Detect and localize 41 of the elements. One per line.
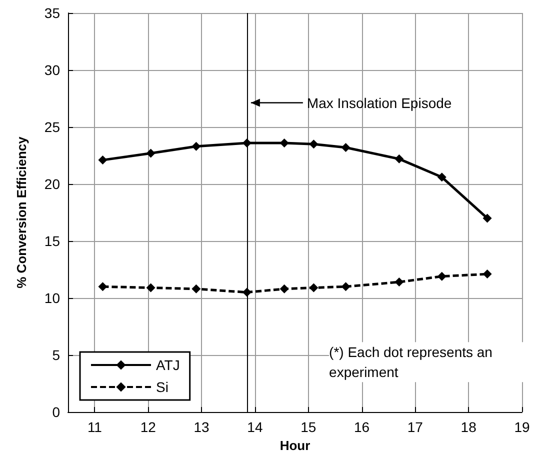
point [437,172,446,182]
x-tick-label: 18 [460,419,477,435]
point [280,138,289,148]
point [341,143,350,152]
point [280,284,289,294]
point [309,140,318,149]
point [309,283,318,292]
x-tick-label: 15 [300,419,316,435]
legend-label: ATJ [156,357,180,373]
x-tick-label: 16 [354,419,370,435]
point [482,214,492,223]
y-tick-label: 30 [44,62,60,78]
x-tick-label: 11 [87,419,102,435]
y-tick-label: 0 [52,404,60,420]
y-tick-label: 5 [52,347,60,363]
y-axis-title: % Conversion Efficiency [14,136,29,288]
legend-label: Si [156,379,168,395]
y-tick-label: 35 [44,5,60,21]
point [192,142,201,151]
annotation: (*) Each dot represents an experiment [329,344,496,380]
x-tick-label: 12 [140,419,156,435]
y-tick-label: 25 [44,119,60,135]
y-tick-label: 15 [44,233,60,249]
x-axis-title: Hour [280,438,310,453]
point [98,282,108,292]
point [341,282,350,292]
point [146,283,156,292]
x-tick-label: 14 [247,419,263,435]
x-tick-label: 17 [407,419,424,435]
x-tick-label: 13 [194,419,210,435]
point [482,270,492,279]
ref-line-label: Max Insolation Episode [306,94,452,111]
point [192,284,201,294]
point [394,278,404,287]
point [146,148,156,158]
y-tick-label: 10 [44,290,60,306]
x-tick-label: 19 [514,419,530,435]
point [98,156,108,165]
y-tick-label: 20 [44,176,60,192]
point [394,154,404,164]
point [437,272,446,281]
